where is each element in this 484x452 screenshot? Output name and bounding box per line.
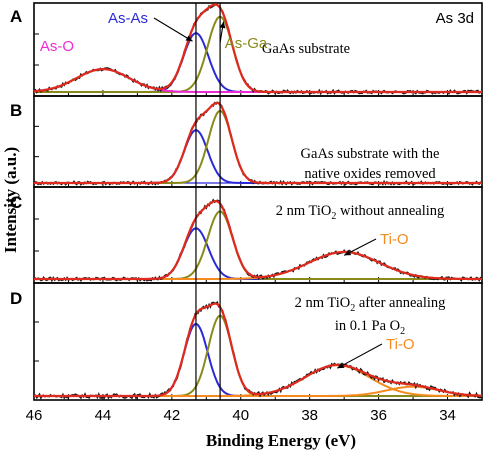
- series-as-ga-1: [34, 210, 482, 280]
- series-ti-o-2: [34, 364, 482, 397]
- x-axis: 46 44 42 40 38 36 34: [26, 407, 456, 424]
- corner-label: As 3d: [436, 10, 474, 27]
- x-tick-label: 46: [26, 407, 43, 424]
- fit-envelope: [34, 302, 482, 398]
- y-axis-label: Intensity (a.u.): [1, 147, 20, 253]
- arrow-head: [337, 362, 345, 369]
- component-label: As-O: [40, 38, 74, 55]
- panel-caption: GaAs substrate: [262, 41, 350, 57]
- component-label: Ti-O: [380, 231, 409, 248]
- fit-envelope: [34, 101, 482, 185]
- component-label: As-Ga: [225, 35, 268, 52]
- measured-data: [33, 300, 483, 401]
- x-tick-label: 36: [370, 407, 387, 424]
- arrow-line: [336, 343, 383, 369]
- x-axis-label: Binding Energy (eV): [206, 431, 356, 450]
- panel-letter: C: [10, 193, 22, 212]
- panel-d: D 2 nm TiO2 after annealing in 0.1 Pa O2Ti…: [10, 282, 483, 401]
- series-as-ga-1: [34, 15, 482, 93]
- x-tick-label: 42: [164, 407, 181, 424]
- panel-caption: GaAs substrate with the: [301, 146, 440, 162]
- arrow-head: [344, 249, 352, 256]
- panel-caption: 2 nm TiO2 after annealing: [295, 295, 446, 314]
- panel-frame: [33, 186, 483, 284]
- fit-envelope: [33, 3, 482, 94]
- series-as-o-2: [33, 68, 482, 93]
- series-as-as-0: [34, 227, 482, 280]
- component-label: As-As: [108, 10, 148, 27]
- x-tick-label: 40: [232, 407, 249, 424]
- arrow-line: [153, 17, 193, 42]
- panel-frame: [33, 282, 483, 401]
- panel-c: C 2 nm TiO2 without annealing Ti-O: [10, 186, 483, 284]
- panel-caption: native oxides removed: [304, 166, 436, 182]
- panel-a: A GaAs substrate As-As As-Ga As-O: [10, 1, 483, 97]
- component-label: Ti-O: [386, 336, 415, 353]
- panel-b: B GaAs substrate with the native oxides re…: [10, 95, 483, 188]
- reference-lines: [195, 3, 221, 400]
- panel-letter: A: [10, 7, 22, 26]
- x-tick-label: 38: [301, 407, 318, 424]
- x-tick-label: 34: [439, 407, 456, 424]
- arrow-head: [219, 21, 226, 29]
- panel-letter: B: [10, 101, 22, 120]
- panel-letter: D: [10, 289, 22, 308]
- x-tick-label: 44: [95, 407, 112, 424]
- fit-envelope: [34, 199, 482, 281]
- panel-caption: 2 nm TiO2 without annealing: [276, 203, 445, 222]
- arrow-head: [185, 35, 193, 42]
- panel-caption: in 0.1 Pa O2: [335, 318, 405, 337]
- panels-group: A GaAs substrate As-As As-Ga As-O B GaAs subst…: [10, 1, 483, 401]
